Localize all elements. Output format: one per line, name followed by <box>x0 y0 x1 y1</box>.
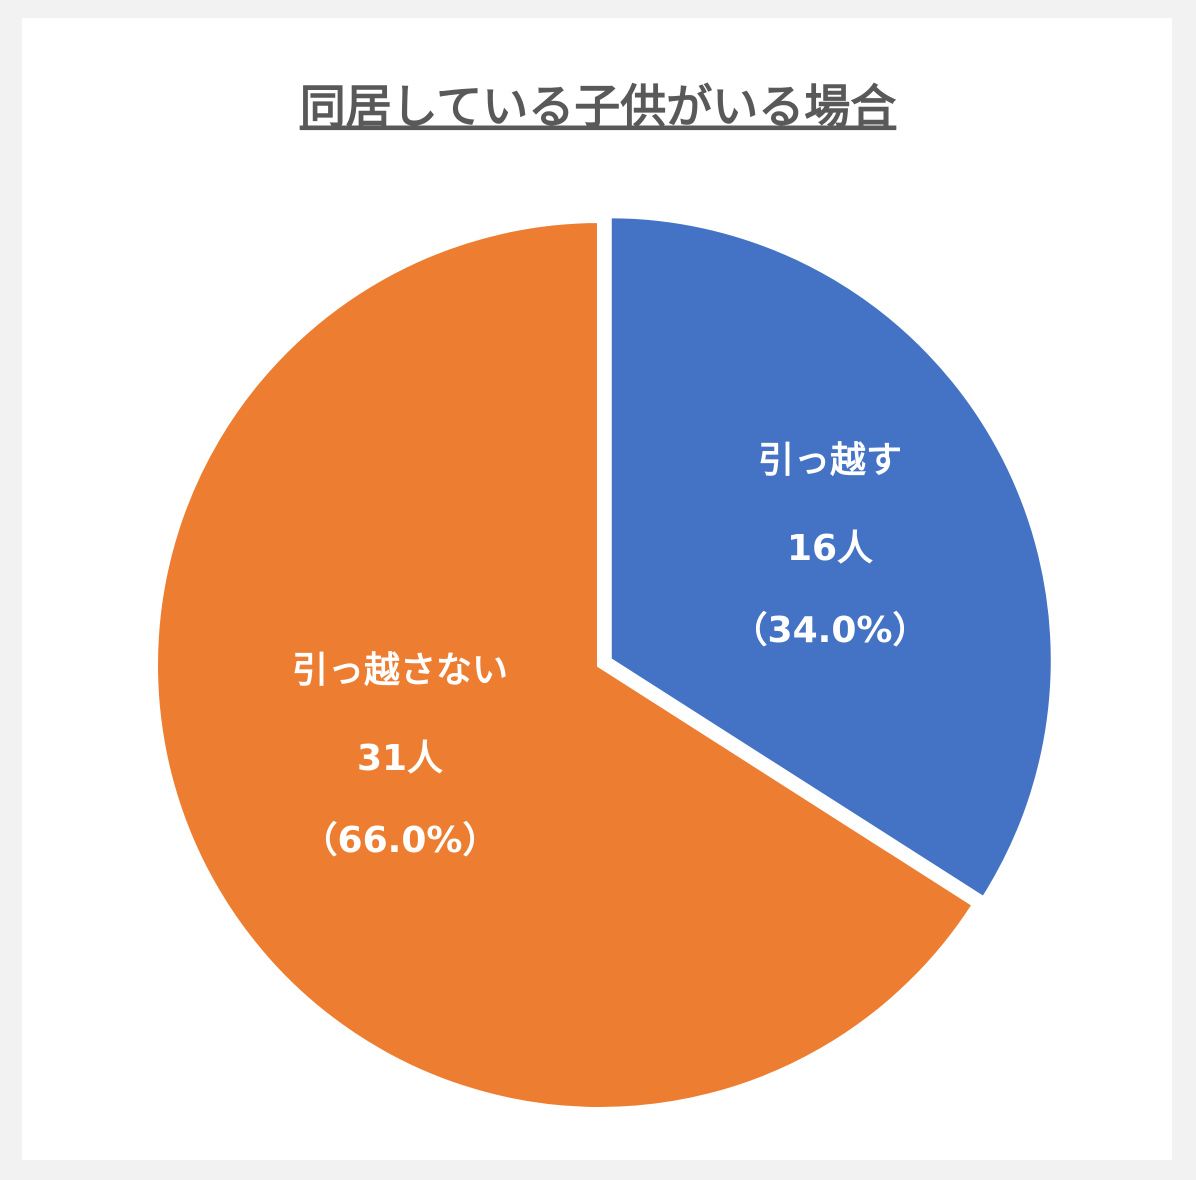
pie-slice <box>152 216 980 1113</box>
pie-slice <box>605 212 1057 904</box>
slice-value-label: 31人 <box>357 738 443 779</box>
slice-category-label: 引っ越さない <box>292 650 508 691</box>
slice-percent-label: （34.0%） <box>732 610 929 651</box>
slice-value-label: 16人 <box>787 528 873 569</box>
slice-category-label: 引っ越す <box>758 440 902 481</box>
slice-percent-label: （66.0%） <box>302 820 499 861</box>
chart-title: 同居している子供がいる場合 <box>300 80 897 134</box>
